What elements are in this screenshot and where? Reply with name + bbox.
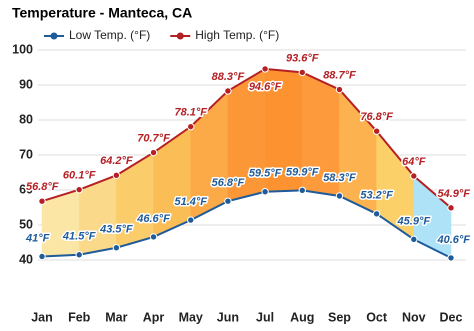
x-tick-label: Jun [217, 310, 239, 324]
data-point [447, 204, 455, 212]
data-point [38, 252, 46, 261]
data-point [335, 85, 344, 94]
y-tick-label: 70 [19, 147, 33, 161]
value-label: 54.9°F [437, 188, 470, 200]
data-point [149, 148, 158, 157]
value-label: 45.9°F [397, 215, 431, 227]
x-tick-label: Mar [105, 310, 127, 324]
data-point [372, 210, 381, 218]
y-tick-label: 100 [12, 42, 33, 56]
series-line [41, 67, 452, 209]
data-point [224, 197, 232, 205]
data-point [149, 233, 158, 241]
value-label: 58.3°F [323, 172, 356, 184]
x-tick-label: Aug [290, 310, 314, 324]
value-label: 46.6°F [136, 213, 170, 225]
y-tick-label: 40 [19, 252, 33, 266]
data-point [75, 251, 83, 259]
chart-title: Temperature - Manteca, CA [12, 5, 192, 21]
data-point [261, 188, 269, 196]
value-label: 51.4°F [174, 196, 207, 208]
value-label: 88.3°F [212, 71, 245, 83]
y-tick-label: 60 [19, 182, 33, 196]
data-point [112, 171, 121, 180]
x-tick-label: Oct [366, 310, 388, 324]
value-label: 93.6°F [286, 52, 319, 64]
data-point [372, 127, 381, 135]
data-point [187, 216, 195, 224]
value-label: 41°F [25, 232, 50, 244]
x-tick-label: Apr [143, 310, 165, 324]
value-label: 64°F [402, 156, 426, 168]
x-tick-label: May [179, 310, 203, 324]
data-point [447, 254, 455, 262]
y-tick-label: 50 [19, 217, 33, 231]
value-label: 56.8°F [212, 177, 245, 189]
data-point [224, 87, 232, 95]
legend-marker [50, 32, 58, 40]
value-label: 43.5°F [99, 224, 133, 236]
data-point [298, 68, 306, 77]
value-label: 56.8°F [26, 181, 59, 193]
data-point [261, 65, 269, 73]
value-label: 41.5°F [62, 231, 96, 243]
data-point [38, 197, 46, 205]
legend-label: Low Temp. (°F) [69, 28, 150, 42]
value-label: 88.7°F [323, 69, 356, 81]
data-point [410, 172, 418, 180]
value-label: 78.1°F [174, 107, 207, 119]
value-label: 76.8°F [360, 111, 393, 123]
value-label: 64.2°F [100, 155, 133, 167]
legend-marker [176, 32, 184, 40]
x-tick-label: Feb [68, 310, 91, 324]
value-label: 94.6°F [249, 81, 282, 93]
x-tick-label: Nov [402, 310, 426, 324]
legend-label: High Temp. (°F) [195, 28, 279, 42]
data-point [335, 192, 344, 200]
y-tick-label: 90 [19, 77, 33, 91]
value-label: 59.5°F [249, 168, 282, 180]
value-label: 60.1°F [63, 170, 96, 182]
data-point [112, 244, 121, 252]
x-tick-label: Jul [256, 310, 274, 324]
value-label: 40.6°F [436, 234, 470, 246]
x-tick-label: Jan [31, 310, 53, 324]
series-line [41, 189, 452, 259]
value-label: 59.9°F [286, 166, 319, 178]
data-point [410, 235, 418, 244]
value-label: 53.2°F [360, 190, 393, 202]
y-tick-label: 80 [19, 112, 33, 126]
x-tick-label: Sep [328, 310, 351, 324]
data-point [75, 185, 83, 194]
data-point [298, 186, 306, 195]
x-tick-label: Dec [440, 310, 463, 324]
data-point [187, 122, 195, 131]
value-label: 70.7°F [137, 132, 170, 144]
